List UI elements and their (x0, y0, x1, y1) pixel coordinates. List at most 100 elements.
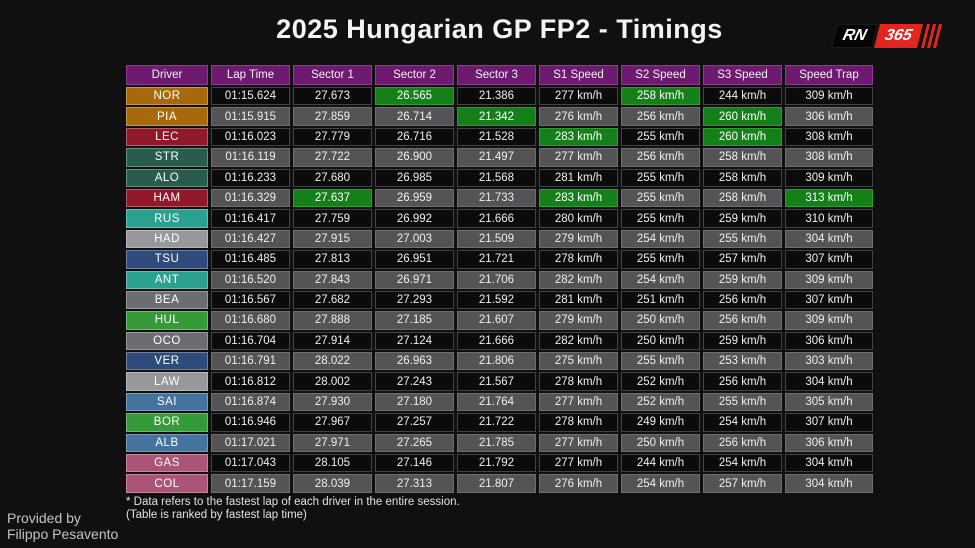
s3-speed-cell: 256 km/h (703, 372, 782, 391)
column-header-sector-3: Sector 3 (457, 65, 536, 85)
s3-speed-cell: 260 km/h (703, 107, 782, 126)
sector-3-cell: 21.792 (457, 454, 536, 473)
speed-trap-cell: 310 km/h (785, 209, 873, 228)
s2-speed-cell: 254 km/h (621, 270, 700, 289)
s2-speed-cell: 249 km/h (621, 413, 700, 432)
speed-trap-cell: 304 km/h (785, 454, 873, 473)
driver-code-cell: PIA (126, 107, 208, 126)
s1-speed-cell: 278 km/h (539, 372, 618, 391)
s3-speed-cell: 255 km/h (703, 392, 782, 412)
sector-2-cell: 26.959 (375, 188, 454, 208)
driver-code-cell: BOR (126, 413, 208, 432)
sector-3-cell: 21.528 (457, 127, 536, 147)
speed-trap-cell: 309 km/h (785, 270, 873, 289)
sector-1-cell: 27.779 (293, 127, 372, 147)
lap-time-cell: 01:16.791 (211, 352, 290, 371)
lap-time-cell: 01:16.874 (211, 392, 290, 412)
lap-time-cell: 01:16.233 (211, 168, 290, 187)
lap-time-cell: 01:16.680 (211, 311, 290, 330)
sector-3-cell: 21.386 (457, 87, 536, 106)
table-row: HUL 01:16.680 27.888 27.185 21.607 279 km/h 25… (126, 311, 873, 330)
column-header-driver: Driver (126, 65, 208, 85)
driver-code-cell: OCO (126, 331, 208, 351)
column-header-s3-speed: S3 Speed (703, 65, 782, 85)
table-row: LEC 01:16.023 27.779 26.716 21.528 283 km/h 25… (126, 127, 873, 147)
s2-speed-cell: 255 km/h (621, 352, 700, 371)
logo-rn-badge: RN (831, 24, 879, 48)
logo-speed-stripes-icon (921, 24, 942, 48)
column-header-s1-speed: S1 Speed (539, 65, 618, 85)
speed-trap-cell: 313 km/h (785, 188, 873, 208)
sector-1-cell: 27.859 (293, 107, 372, 126)
sector-3-cell: 21.497 (457, 148, 536, 167)
lap-time-cell: 01:16.119 (211, 148, 290, 167)
lap-time-cell: 01:16.417 (211, 209, 290, 228)
s1-speed-cell: 275 km/h (539, 352, 618, 371)
sector-1-cell: 28.002 (293, 372, 372, 391)
footnote-line-1: * Data refers to the fastest lap of each… (126, 496, 460, 508)
credit: Provided by Filippo Pesavento (7, 510, 118, 542)
sector-2-cell: 27.313 (375, 474, 454, 493)
speed-trap-cell: 308 km/h (785, 127, 873, 147)
speed-trap-cell: 308 km/h (785, 148, 873, 167)
s2-speed-cell: 255 km/h (621, 188, 700, 208)
speed-trap-cell: 306 km/h (785, 331, 873, 351)
column-header-sector-1: Sector 1 (293, 65, 372, 85)
s2-speed-cell: 255 km/h (621, 168, 700, 187)
sector-1-cell: 28.039 (293, 474, 372, 493)
speed-trap-cell: 305 km/h (785, 392, 873, 412)
driver-code-cell: HUL (126, 311, 208, 330)
speed-trap-cell: 304 km/h (785, 372, 873, 391)
sector-2-cell: 27.185 (375, 311, 454, 330)
s2-speed-cell: 250 km/h (621, 331, 700, 351)
sector-3-cell: 21.342 (457, 107, 536, 126)
s3-speed-cell: 259 km/h (703, 270, 782, 289)
footnote-line-2: (Table is ranked by fastest lap time) (126, 509, 307, 521)
speed-trap-cell: 303 km/h (785, 352, 873, 371)
lap-time-cell: 01:16.329 (211, 188, 290, 208)
sector-2-cell: 26.971 (375, 270, 454, 289)
driver-code-cell: BEA (126, 290, 208, 310)
sector-1-cell: 27.915 (293, 229, 372, 249)
sector-2-cell: 27.257 (375, 413, 454, 432)
sector-1-cell: 27.722 (293, 148, 372, 167)
sector-2-cell: 27.124 (375, 331, 454, 351)
speed-trap-cell: 309 km/h (785, 87, 873, 106)
driver-code-cell: LEC (126, 127, 208, 147)
s3-speed-cell: 260 km/h (703, 127, 782, 147)
speed-trap-cell: 307 km/h (785, 290, 873, 310)
driver-code-cell: TSU (126, 250, 208, 269)
s3-speed-cell: 257 km/h (703, 250, 782, 269)
sector-3-cell: 21.722 (457, 413, 536, 432)
speed-trap-cell: 306 km/h (785, 107, 873, 126)
sector-1-cell: 27.813 (293, 250, 372, 269)
s3-speed-cell: 254 km/h (703, 454, 782, 473)
s2-speed-cell: 254 km/h (621, 229, 700, 249)
lap-time-cell: 01:16.023 (211, 127, 290, 147)
driver-code-cell: VER (126, 352, 208, 371)
table-row: PIA 01:15.915 27.859 26.714 21.342 276 km/h 25… (126, 107, 873, 126)
s1-speed-cell: 283 km/h (539, 127, 618, 147)
column-header-lap-time: Lap Time (211, 65, 290, 85)
s1-speed-cell: 278 km/h (539, 413, 618, 432)
driver-code-cell: SAI (126, 392, 208, 412)
sector-1-cell: 27.914 (293, 331, 372, 351)
s2-speed-cell: 250 km/h (621, 433, 700, 453)
s3-speed-cell: 258 km/h (703, 168, 782, 187)
s2-speed-cell: 252 km/h (621, 372, 700, 391)
page-title: 2025 Hungarian GP FP2 - Timings (276, 14, 723, 44)
driver-code-cell: LAW (126, 372, 208, 391)
sector-1-cell: 27.843 (293, 270, 372, 289)
speed-trap-cell: 304 km/h (785, 229, 873, 249)
table-row: TSU 01:16.485 27.813 26.951 21.721 278 km/h 25… (126, 250, 873, 269)
sector-1-cell: 27.971 (293, 433, 372, 453)
credit-line-2: Filippo Pesavento (7, 526, 119, 542)
speed-trap-cell: 306 km/h (785, 433, 873, 453)
sector-1-cell: 27.888 (293, 311, 372, 330)
driver-code-cell: HAD (126, 229, 208, 249)
sector-2-cell: 26.951 (375, 250, 454, 269)
timing-table: Driver Lap Time Sector 1 Sector 2 Sector 3 S1… (123, 63, 876, 495)
sector-1-cell: 28.022 (293, 352, 372, 371)
sector-3-cell: 21.785 (457, 433, 536, 453)
speed-trap-cell: 307 km/h (785, 250, 873, 269)
